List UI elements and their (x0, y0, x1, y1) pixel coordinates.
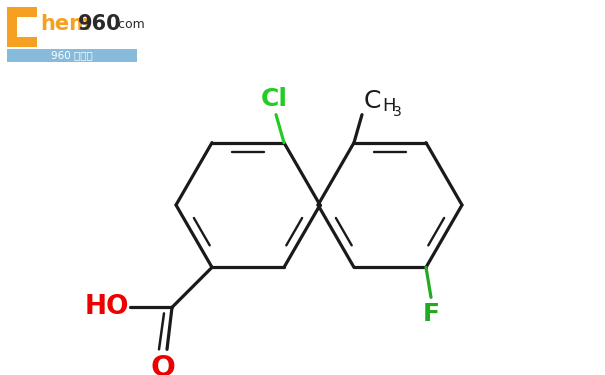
Text: 3: 3 (393, 105, 402, 118)
Polygon shape (7, 37, 37, 47)
Text: hem: hem (40, 15, 91, 34)
Text: O: O (151, 354, 175, 375)
Polygon shape (7, 7, 17, 47)
Text: C: C (364, 88, 381, 112)
Text: HO: HO (85, 294, 129, 320)
Text: H: H (382, 97, 396, 115)
Text: 960: 960 (78, 15, 122, 34)
Text: F: F (422, 302, 439, 326)
Polygon shape (7, 7, 37, 17)
Text: .com: .com (115, 18, 146, 31)
Text: 960 化工网: 960 化工网 (51, 51, 93, 60)
Polygon shape (7, 49, 137, 62)
Text: Cl: Cl (261, 87, 287, 111)
